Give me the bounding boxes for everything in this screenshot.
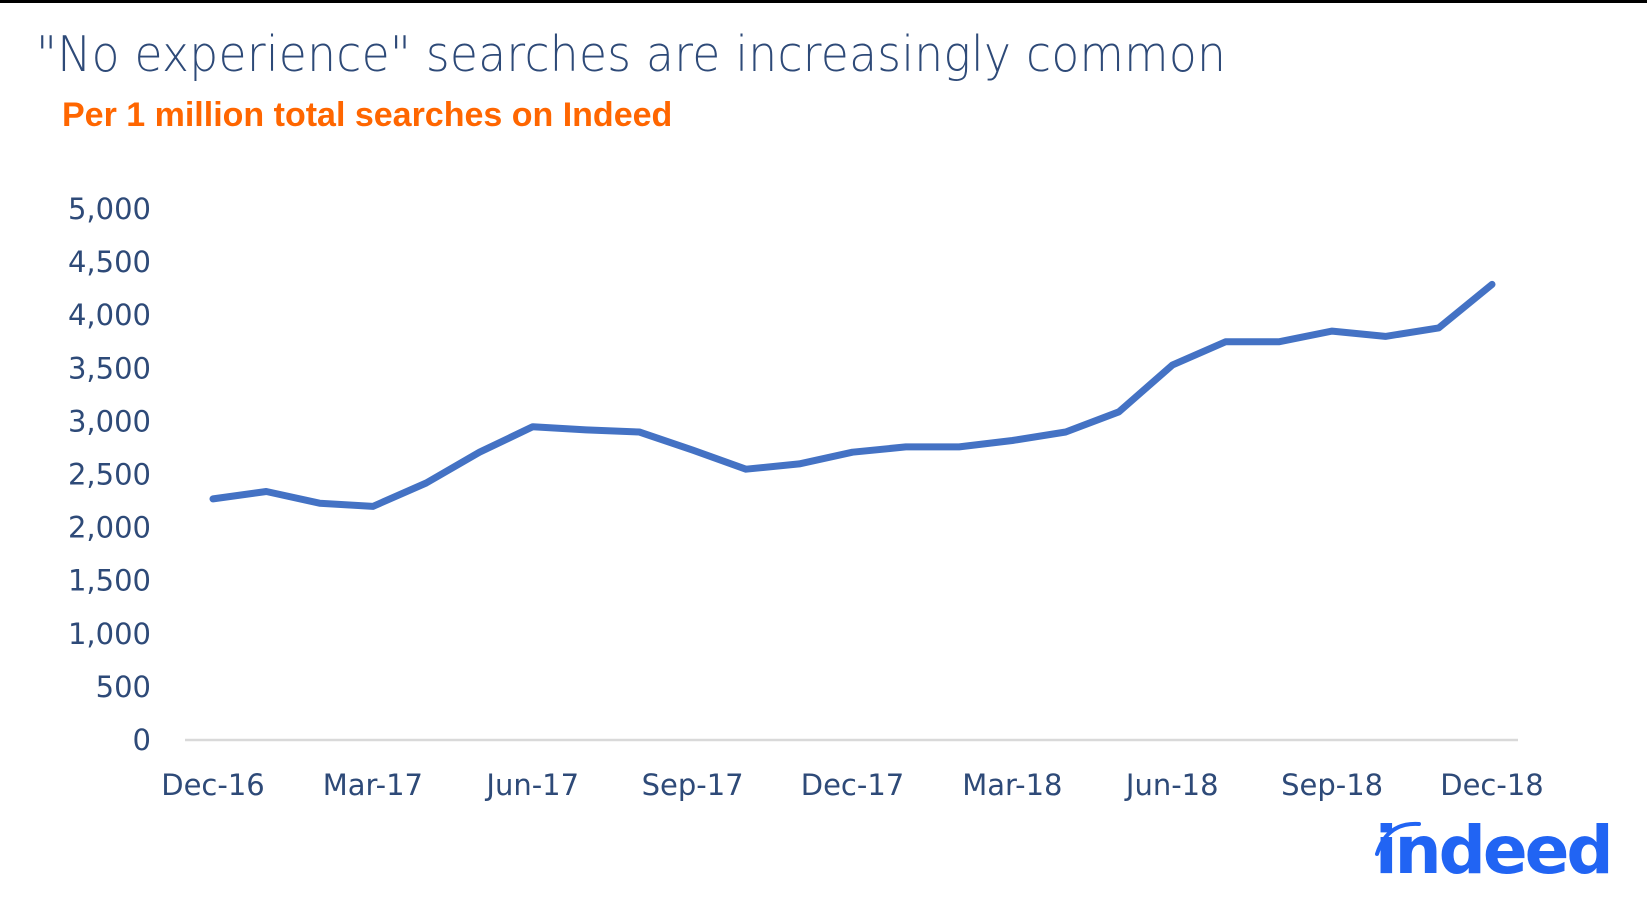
x-tick-label: Dec-18: [1440, 768, 1543, 802]
logo-arc-icon: [1375, 821, 1421, 856]
y-axis-labels: 0 500 1,000 1,500 2,000 2,500 3,000 3,500 4,000 4…: [68, 192, 151, 757]
y-tick-label: 500: [96, 670, 151, 704]
y-tick-label: 3,000: [68, 404, 151, 438]
y-tick-label: 1,000: [68, 617, 151, 651]
y-tick-label: 2,000: [68, 511, 151, 545]
y-tick-label: 0: [133, 723, 151, 757]
y-tick-label: 3,500: [68, 351, 151, 385]
x-tick-label: Mar-18: [962, 768, 1062, 802]
y-tick-label: 5,000: [68, 192, 151, 226]
top-border: [0, 0, 1647, 3]
y-tick-label: 1,500: [68, 564, 151, 598]
x-tick-label: Jun-18: [1124, 768, 1219, 802]
x-tick-label: Mar-17: [323, 768, 423, 802]
y-tick-label: 4,000: [68, 298, 151, 332]
y-tick-label: 4,500: [68, 245, 151, 279]
chart-title: "No experience" searches are increasingl…: [36, 26, 1227, 83]
indeed-logo: indeed: [1365, 812, 1614, 900]
chart-subtitle: Per 1 million total searches on Indeed: [62, 96, 673, 134]
logo-text: indeed: [1375, 812, 1614, 889]
x-axis-labels: Dec-16 Mar-17 Jun-17 Sep-17 Dec-17 Mar-18 Jun-…: [161, 768, 1543, 802]
series-line: [209, 280, 1496, 510]
x-tick-label: Dec-17: [801, 768, 904, 802]
x-tick-label: Jun-17: [484, 768, 579, 802]
y-tick-label: 2,500: [68, 458, 151, 492]
x-tick-label: Sep-18: [1281, 768, 1383, 802]
x-tick-label: Dec-16: [161, 768, 264, 802]
x-tick-label: Sep-17: [642, 768, 744, 802]
